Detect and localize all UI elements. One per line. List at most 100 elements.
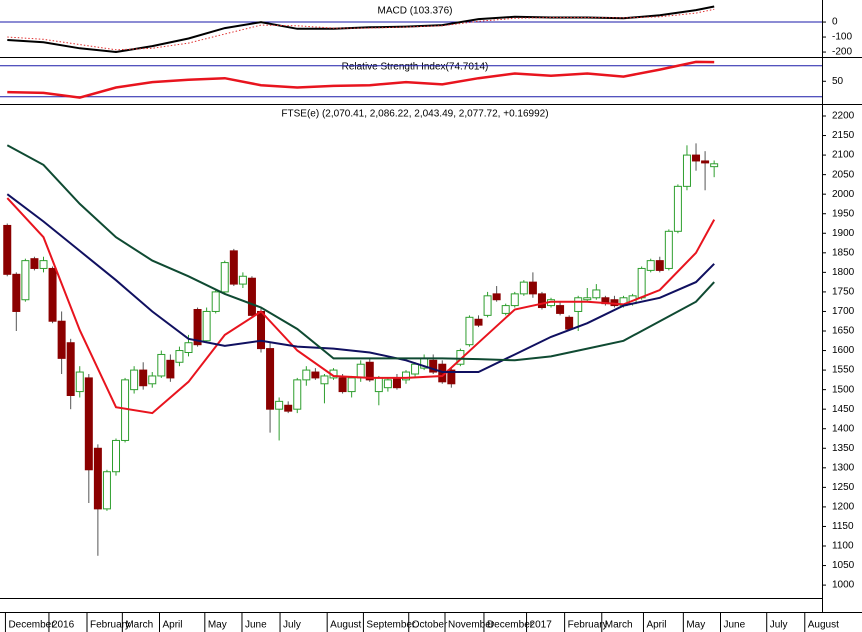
y-tick-label: 1850 bbox=[832, 247, 855, 258]
candle-body bbox=[184, 342, 193, 353]
candle-body bbox=[166, 359, 175, 379]
candle-body bbox=[637, 267, 646, 299]
y-tick-label: 0 bbox=[832, 17, 838, 28]
x-tick-label: September bbox=[366, 620, 416, 631]
x-tick-label: August bbox=[808, 620, 839, 631]
candle-body bbox=[492, 293, 501, 301]
x-tick-label: June bbox=[245, 620, 267, 631]
y-tick-label: 1150 bbox=[832, 521, 854, 532]
y-tick-label: 1700 bbox=[832, 306, 855, 317]
candle-body bbox=[592, 289, 601, 299]
y-tick-label: 1450 bbox=[832, 404, 855, 415]
candle-body bbox=[157, 353, 166, 377]
candle-body bbox=[238, 275, 247, 285]
candle-body bbox=[673, 185, 682, 232]
candle-body bbox=[130, 369, 139, 391]
x-tick-label: April bbox=[163, 620, 183, 631]
y-tick-label: 1650 bbox=[832, 326, 855, 337]
candle-body bbox=[565, 316, 574, 330]
candle-body bbox=[229, 250, 238, 285]
y-tick-label: 1500 bbox=[832, 384, 855, 395]
candle-body bbox=[57, 320, 66, 359]
candle-body bbox=[556, 305, 565, 314]
x-tick-label: 2017 bbox=[530, 620, 553, 631]
candle-body bbox=[664, 230, 673, 269]
candle-body bbox=[383, 379, 392, 389]
candle-body bbox=[429, 359, 438, 373]
indicator-line bbox=[7, 5, 715, 54]
candle-body bbox=[302, 369, 311, 381]
candle-body bbox=[121, 379, 130, 441]
x-tick-label: October bbox=[412, 620, 448, 631]
x-tick-label: April bbox=[646, 620, 666, 631]
x-tick-label: 2016 bbox=[52, 620, 75, 631]
y-tick-label: 2000 bbox=[832, 189, 855, 200]
y-tick-label: 1750 bbox=[832, 287, 855, 298]
candle-body bbox=[710, 163, 719, 168]
candle-body bbox=[474, 318, 483, 326]
candle-body bbox=[139, 369, 148, 387]
x-tick-label: July bbox=[283, 620, 301, 631]
candle-body bbox=[320, 375, 329, 385]
panel-title: Relative Strength Index(74.7014) bbox=[342, 62, 489, 73]
candle-body bbox=[519, 281, 528, 295]
candle-body bbox=[30, 258, 39, 269]
candle-body bbox=[48, 267, 57, 322]
candle-body bbox=[501, 305, 510, 314]
candle-body bbox=[175, 350, 184, 363]
x-tick-label: March bbox=[605, 620, 633, 631]
y-tick-label: 1550 bbox=[832, 365, 855, 376]
candle-body bbox=[392, 377, 401, 389]
y-tick-label: 1300 bbox=[832, 462, 855, 473]
x-tick-label: May bbox=[686, 620, 705, 631]
candle-body bbox=[574, 297, 583, 312]
x-tick-label: February bbox=[90, 620, 130, 631]
candle-body bbox=[537, 293, 546, 309]
candle-body bbox=[266, 348, 275, 410]
y-tick-label: 1950 bbox=[832, 208, 855, 219]
candle-body bbox=[447, 369, 456, 385]
candle-body bbox=[356, 363, 365, 379]
candle-body bbox=[84, 377, 93, 471]
candle-body bbox=[411, 363, 420, 375]
candle-body bbox=[112, 439, 121, 473]
y-tick-label: 2100 bbox=[832, 150, 855, 161]
candle-body bbox=[311, 371, 320, 379]
x-tick-label: August bbox=[330, 620, 361, 631]
indicator-line bbox=[7, 60, 715, 99]
candle-body bbox=[293, 379, 302, 410]
candle-body bbox=[347, 377, 356, 393]
y-tick-label: -200 bbox=[832, 47, 852, 58]
candle-body bbox=[211, 291, 220, 312]
candle-body bbox=[66, 342, 75, 397]
candle-body bbox=[39, 260, 48, 269]
candle-body bbox=[374, 377, 383, 393]
y-tick-label: 1800 bbox=[832, 267, 855, 278]
y-tick-label: 1350 bbox=[832, 443, 855, 454]
y-tick-label: 1000 bbox=[832, 580, 855, 591]
candle-body bbox=[202, 310, 211, 342]
x-tick-label: May bbox=[208, 620, 227, 631]
candle-body bbox=[338, 377, 347, 393]
candle-body bbox=[483, 295, 492, 316]
x-tick-label: February bbox=[568, 620, 608, 631]
candle-body bbox=[682, 154, 691, 187]
candle-body bbox=[402, 371, 411, 381]
y-tick-label: 2200 bbox=[832, 111, 855, 122]
y-tick-label: 1600 bbox=[832, 345, 855, 356]
indicator-line bbox=[6, 197, 716, 415]
candle-body bbox=[655, 260, 664, 271]
y-tick-label: 1050 bbox=[832, 560, 855, 571]
candle-body bbox=[193, 308, 202, 346]
candle-body bbox=[365, 361, 374, 381]
x-tick-label: December bbox=[8, 620, 55, 631]
candle-body bbox=[247, 277, 256, 316]
candle-body bbox=[701, 160, 710, 164]
candle-body bbox=[257, 310, 266, 350]
y-tick-label: 50 bbox=[832, 76, 844, 87]
candle-body bbox=[692, 154, 701, 162]
x-tick-label: March bbox=[125, 620, 153, 631]
